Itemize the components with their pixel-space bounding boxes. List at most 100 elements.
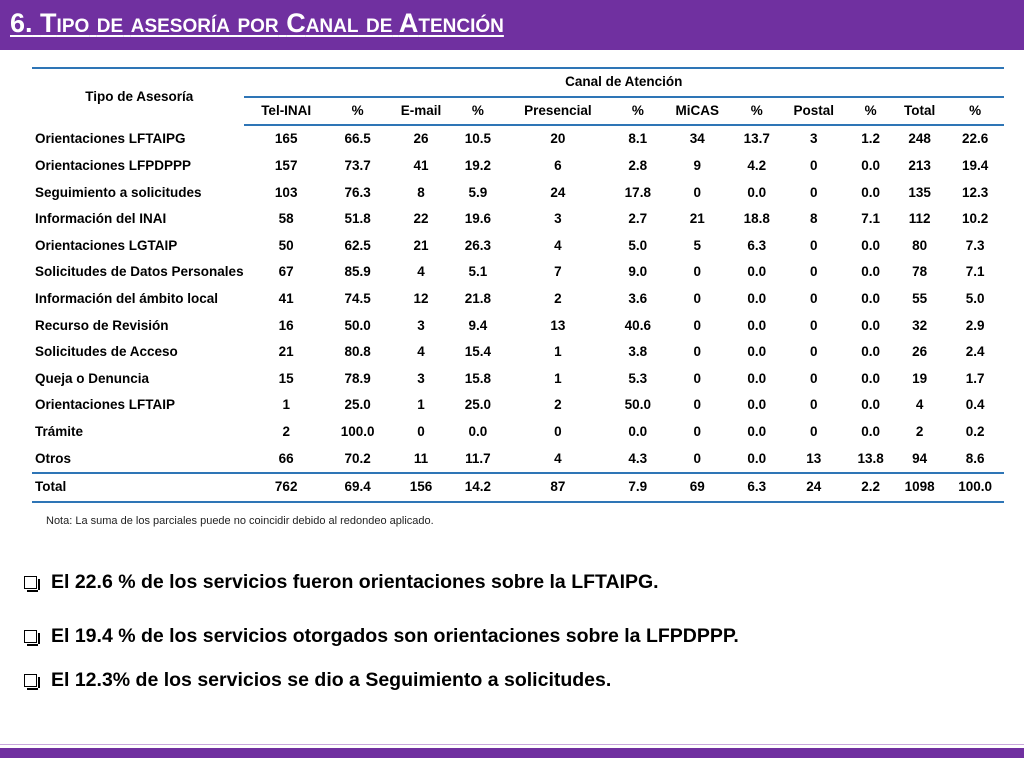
- table-cell: 2: [282, 424, 290, 440]
- table-cell: 41: [413, 158, 429, 174]
- table-cell: 0.0: [861, 158, 881, 174]
- table-cell: 80.8: [344, 344, 371, 360]
- title-word-rest: de: [365, 8, 393, 38]
- table-cell: 6: [554, 158, 562, 174]
- title-word: de: [366, 8, 392, 38]
- table-cell: 10.2: [962, 211, 989, 227]
- row-label: Trámite: [35, 424, 84, 440]
- table-cell: 58: [278, 211, 294, 227]
- title-word: Canal: [286, 8, 358, 38]
- table-cell: 0.0: [747, 291, 767, 307]
- table-cell: 0.0: [861, 317, 881, 333]
- table-row: Información del INAI 58 51.8 22 19.6 3 2.7 21 18…: [32, 206, 1004, 233]
- table-row: Orientaciones LFTAIPG 165 66.5 26 10.5 20 8.1 3…: [32, 125, 1004, 153]
- title-word: Atención: [399, 8, 504, 38]
- table-cell: 85.9: [344, 264, 371, 280]
- table-cell: 2: [554, 397, 562, 413]
- table-cell: 0.0: [747, 264, 767, 280]
- table-cell: 24: [550, 184, 566, 200]
- table-cell: 9.4: [468, 317, 488, 333]
- table-cell: 4: [417, 344, 425, 360]
- table-cell: 3.8: [628, 344, 648, 360]
- table-row: Orientaciones LGTAIP 50 62.5 21 26.3 4 5.0 5 6.3…: [32, 233, 1004, 260]
- row-label: Queja o Denuncia: [35, 370, 150, 386]
- table-cell: 10.5: [464, 131, 492, 147]
- table-cell: 50: [278, 237, 294, 253]
- table-cell: 0: [693, 397, 702, 413]
- table-cell: 14.2: [455, 471, 501, 503]
- table-cell: 2.4: [965, 344, 985, 360]
- table-cell: 50.0: [344, 317, 371, 333]
- table-cell: 0.0: [861, 370, 881, 386]
- table-cell: 1098: [893, 471, 947, 503]
- table-cell: 8: [809, 211, 818, 227]
- bullet-item: El 22.6 % de los servicios fueron orient…: [24, 566, 739, 598]
- table-cell: 19.6: [464, 211, 492, 227]
- table-cell: 4: [554, 237, 562, 253]
- table-row: Seguimiento a solicitudes 103 76.3 8 5.9 24 17…: [32, 179, 1004, 206]
- table-cell: 40.6: [624, 317, 651, 333]
- column-header: %: [734, 96, 780, 127]
- title-word-initial: A: [398, 8, 419, 38]
- table-cell: 762: [243, 471, 329, 503]
- table-cell: 32: [912, 317, 928, 333]
- table-row: Recurso de Revisión 16 50.0 3 9.4 13 40.6 0 0.0 0…: [32, 312, 1004, 339]
- table-cell: 73.7: [344, 158, 371, 174]
- table-cell: 18.8: [743, 211, 770, 227]
- table-cell: 7.3: [965, 237, 985, 253]
- table-cell: 3.6: [628, 291, 648, 307]
- table-cell: 5.0: [628, 237, 648, 253]
- table-cell: 66: [278, 450, 294, 466]
- table-cell: 9: [693, 158, 702, 174]
- table-cell: 15.8: [464, 370, 492, 386]
- column-header: %: [946, 96, 1004, 127]
- table-cell: 0: [809, 158, 818, 174]
- table-cell: 3: [417, 317, 425, 333]
- column-header: %: [328, 96, 387, 127]
- table-cell: 2: [915, 424, 924, 440]
- title-word-rest: de: [96, 8, 124, 38]
- table-cell: 15: [278, 370, 294, 386]
- table-cell: 13.7: [743, 131, 770, 147]
- table-cell: 0: [809, 264, 818, 280]
- footer-divider: [0, 744, 1024, 745]
- table-cell: 4.3: [628, 450, 648, 466]
- table-cell: 0: [809, 370, 818, 386]
- table-cell: 2: [554, 291, 562, 307]
- title-word-rest: anal: [305, 8, 359, 38]
- table-row: Orientaciones LFTAIP 1 25.0 1 25.0 2 50.0 0 0.0 0…: [32, 392, 1004, 419]
- table-cell: 0: [693, 291, 702, 307]
- table-header-row-1: Tipo de Asesoría Canal de Atención: [32, 66, 1004, 126]
- table-cell: 0: [809, 424, 818, 440]
- row-label: Seguimiento a solicitudes: [35, 184, 202, 200]
- table-cell: 7: [554, 264, 562, 280]
- row-header-tipo: Tipo de Asesoría: [32, 66, 244, 126]
- table-cell: 76.3: [344, 184, 371, 200]
- row-label: Orientaciones LFTAIPG: [35, 130, 186, 146]
- table-cell: 7.9: [615, 471, 661, 503]
- table-cell: 0.0: [861, 237, 881, 253]
- column-header: E-mail: [386, 96, 456, 127]
- table-row: Orientaciones LFPDPPP 157 73.7 41 19.2 6 2.8 9 4…: [32, 153, 1004, 180]
- table-cell: 0.0: [628, 424, 648, 440]
- title-word-rest: por: [237, 8, 279, 38]
- table-cell: 6.3: [747, 237, 767, 253]
- table-cell: 0.0: [861, 424, 881, 440]
- table-cell: 5.9: [468, 184, 488, 200]
- table-cell: 0: [809, 317, 818, 333]
- table-row: Trámite 2 100.0 0 0.0 0 0.0 0 0.0 0 0.0 2 0.2: [32, 419, 1004, 446]
- table-cell: 0: [809, 291, 818, 307]
- table-cell: 51.8: [344, 211, 371, 227]
- table-row: Solicitudes de Datos Personales 67 85.9 4 5.…: [32, 259, 1004, 286]
- table-cell: 0: [809, 237, 818, 253]
- table-cell: 0: [809, 344, 818, 360]
- table-cell: 19.2: [464, 158, 492, 174]
- table-cell: 157: [274, 158, 298, 174]
- table-cell: 26: [912, 344, 928, 360]
- table-cell: 1: [554, 344, 562, 360]
- table-cell: 112: [908, 211, 931, 227]
- slide-title: 6. Tipo de asesoría por Canal de Atenció…: [10, 8, 504, 39]
- table-cell: 8: [417, 184, 425, 200]
- table-cell: 4: [554, 450, 562, 466]
- table-cell: 0.0: [861, 184, 881, 200]
